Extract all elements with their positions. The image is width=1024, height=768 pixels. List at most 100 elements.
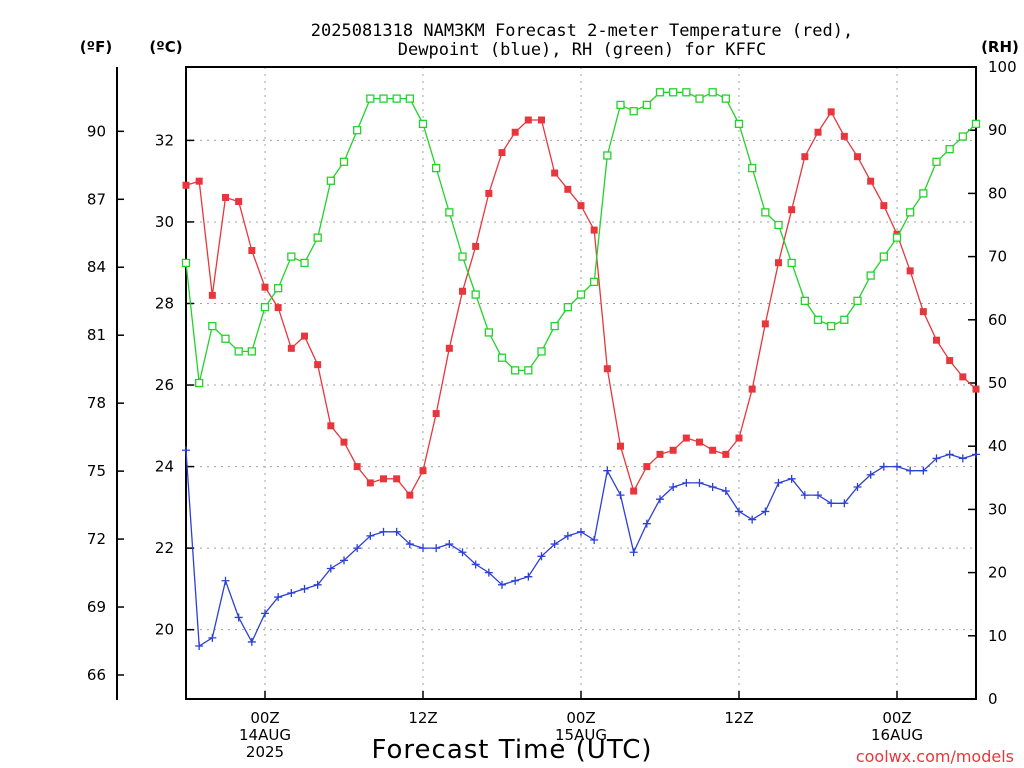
dewpoint-point — [379, 527, 388, 536]
temperature-point — [801, 153, 809, 161]
rh-tick-label: 90 — [988, 121, 1007, 139]
dewpoint-series — [182, 446, 980, 650]
temperature-point — [485, 189, 493, 197]
celsius-tick-label: 32 — [155, 131, 174, 149]
rh-point — [721, 94, 730, 103]
dewpoint-point — [735, 507, 743, 516]
temperature-point — [393, 475, 401, 483]
rh-point — [840, 315, 849, 324]
credit-text: coolwx.com/models — [856, 747, 1014, 766]
chart-title-line-1: 2025081318 NAM3KM Forecast 2-meter Tempe… — [311, 21, 853, 41]
temperature-point — [590, 226, 598, 234]
temperature-point — [919, 308, 927, 316]
dewpoint-point — [748, 515, 757, 524]
dewpoint-point — [287, 588, 296, 597]
dewpoint-point — [195, 641, 204, 650]
temperature-point — [406, 491, 414, 499]
temperature-point — [564, 185, 572, 193]
dewpoint-point — [840, 499, 849, 508]
rh-point — [326, 176, 335, 185]
temperature-point — [432, 410, 440, 418]
dewpoint-point — [972, 450, 980, 459]
temperature-point — [498, 149, 506, 157]
dewpoint-point — [432, 544, 441, 553]
dewpoint-point — [945, 450, 954, 459]
temperature-point — [314, 361, 322, 369]
rh-point — [866, 271, 875, 280]
dewpoint-point — [419, 544, 427, 553]
temperature-point — [814, 128, 822, 136]
temperature-point — [353, 463, 361, 471]
dewpoint-point — [800, 491, 809, 500]
rh-point — [774, 220, 783, 230]
rh-point — [195, 378, 204, 388]
dewpoint-point — [695, 478, 704, 487]
rh-point — [655, 88, 665, 97]
dewpoint-point — [919, 466, 928, 475]
temperature-point — [538, 116, 545, 124]
fahrenheit-tick-label: 81 — [87, 326, 106, 344]
dewpoint-point — [353, 544, 362, 553]
rh-point — [234, 347, 243, 356]
dewpoint-point — [366, 531, 375, 540]
rh-point — [892, 233, 902, 242]
rh-point — [616, 100, 625, 110]
celsius-tick-label: 20 — [155, 621, 174, 639]
time-tick-label: 16AUG — [871, 726, 923, 744]
rh-point — [247, 347, 256, 356]
rh-point — [906, 208, 915, 217]
temperature-point — [380, 475, 387, 483]
rh-tick-label: 70 — [988, 248, 1007, 266]
rh-point — [958, 132, 967, 141]
dewpoint-point — [590, 535, 599, 544]
temperature-point — [933, 336, 940, 344]
temperature-point — [445, 344, 453, 352]
dewpoint-point — [405, 540, 414, 549]
dewpoint-point — [247, 637, 256, 646]
temperature-series — [182, 108, 980, 499]
temperature-point — [880, 202, 888, 210]
temperature-point — [656, 450, 664, 458]
dewpoint-point — [906, 466, 915, 475]
dewpoint-point — [445, 540, 454, 549]
celsius-tick-label: 22 — [155, 539, 174, 557]
time-tick-label: 00Z — [566, 709, 595, 727]
dewpoint-point — [642, 519, 651, 528]
temperature-point — [248, 246, 256, 254]
rh-point — [629, 107, 638, 116]
rh-tick-label: 30 — [988, 500, 1007, 518]
temperature-point — [788, 206, 796, 214]
series-layer — [181, 88, 981, 650]
temperature-point — [261, 283, 269, 291]
rh-point — [827, 321, 836, 331]
rh-point — [787, 258, 796, 268]
dewpoint-point — [313, 580, 322, 589]
dewpoint-point — [669, 482, 678, 491]
temperature-point — [643, 463, 651, 471]
rh-tick-label: 0 — [988, 690, 998, 708]
temperature-point — [603, 365, 611, 373]
dewpoint-point — [563, 531, 572, 540]
temperature-point — [287, 344, 295, 352]
rh-point — [287, 252, 296, 261]
rh-point — [537, 347, 546, 356]
rh-point — [919, 189, 928, 198]
temperature-point — [972, 385, 980, 393]
rh-point — [669, 88, 678, 97]
rh-tick-label: 10 — [988, 627, 1007, 645]
temperature-point — [946, 357, 954, 365]
rh-tick-label: 20 — [988, 564, 1007, 582]
temperature-point — [630, 487, 638, 495]
dewpoint-point — [932, 454, 941, 463]
rh-point — [524, 366, 533, 375]
rh-point — [432, 163, 441, 173]
dewpoint-point — [550, 540, 559, 549]
rh-point — [748, 163, 757, 173]
rh-point — [405, 94, 414, 103]
temperature-point — [208, 291, 216, 299]
rh-point — [458, 252, 467, 261]
rh-unit-label: (RH) — [981, 38, 1019, 56]
rh-point — [708, 88, 717, 97]
